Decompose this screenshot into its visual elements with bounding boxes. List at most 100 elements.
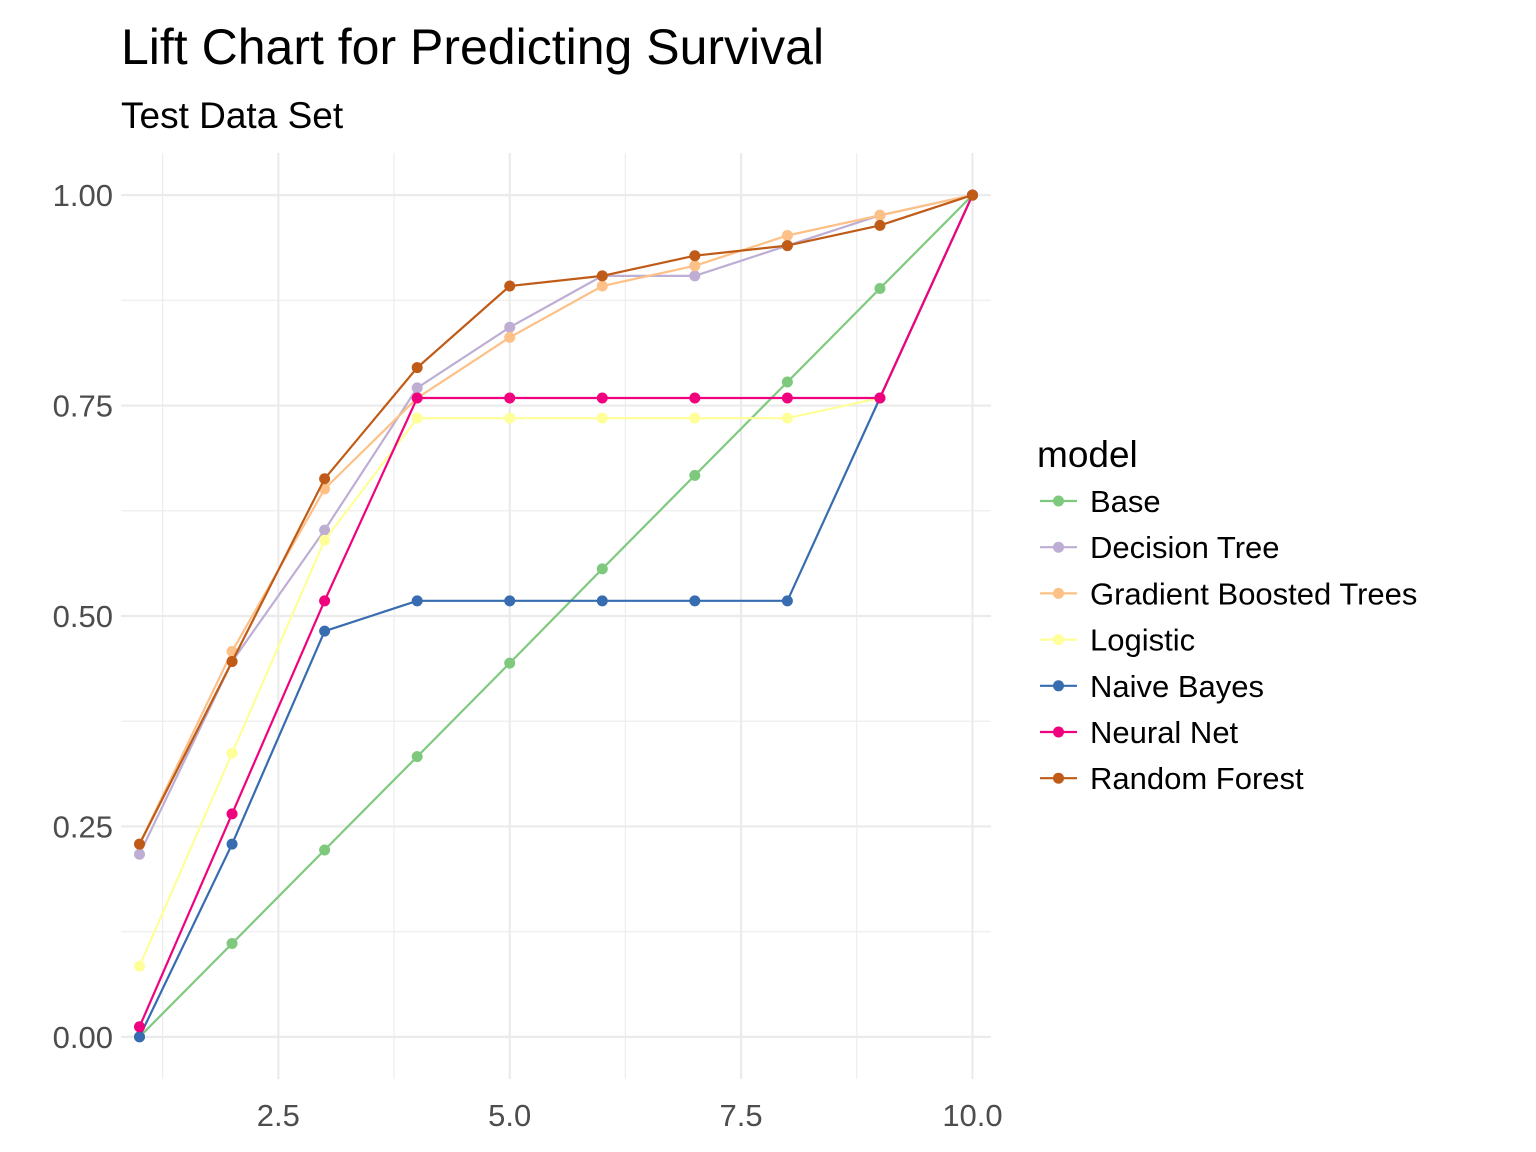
legend-key-point [1053,634,1064,646]
data-point-naive-bayes [781,595,793,607]
data-point-logistic [596,412,608,424]
data-point-naive-bayes [134,1031,146,1043]
data-point-naive-bayes [504,595,516,607]
data-point-neural-net [781,392,793,404]
legend-label: Decision Tree [1090,530,1280,565]
y-tick-label: 1.00 [53,178,113,213]
data-point-decision-tree [504,321,516,333]
data-point-naive-bayes [689,595,701,607]
legend-item-decision-tree: Decision Tree [1040,530,1280,565]
series-line-neural-net [138,194,974,1028]
series-line-base [138,194,974,1038]
data-point-logistic [226,747,238,759]
legend-key-point [1053,587,1064,599]
chart-subtitle: Test Data Set [121,95,344,136]
data-point-gradient-boosted-trees [596,280,608,292]
data-point-random-forest [504,280,516,292]
data-point-decision-tree [411,382,423,394]
legend-item-logistic: Logistic [1040,623,1195,658]
data-point-naive-bayes [226,838,238,850]
data-point-decision-tree [134,848,146,860]
data-point-decision-tree [319,524,331,536]
data-point-neural-net [596,392,608,404]
data-point-decision-tree [689,270,701,282]
data-point-logistic [781,412,793,424]
data-point-base [504,657,516,669]
data-point-random-forest [411,362,423,374]
x-tick-label: 10.0 [942,1098,1002,1133]
y-tick-label: 0.75 [53,389,113,424]
data-point-naive-bayes [319,625,331,637]
data-point-base [596,563,608,575]
data-point-neural-net [226,808,238,820]
legend-label: Neural Net [1090,715,1239,750]
data-point-neural-net [874,392,886,404]
data-point-random-forest [874,219,886,231]
data-point-base [319,844,331,856]
legend-item-neural-net: Neural Net [1040,715,1239,750]
data-point-gradient-boosted-trees [504,331,516,343]
data-point-logistic [689,412,701,424]
series-lines [134,189,978,1043]
data-point-base [781,376,793,388]
legend-title: model [1037,434,1138,475]
y-tick-label: 0.50 [53,599,113,634]
legend-key-point [1053,541,1064,553]
series-logistic [134,189,978,972]
data-point-random-forest [689,250,701,262]
data-point-gradient-boosted-trees [874,209,886,221]
data-point-random-forest [966,189,978,201]
series-neural-net [134,189,978,1033]
data-point-neural-net [504,392,516,404]
data-point-random-forest [226,655,238,667]
legend-label: Logistic [1090,623,1195,658]
data-point-random-forest [134,838,146,850]
data-point-random-forest [596,270,608,282]
legend-item-random-forest: Random Forest [1040,761,1304,796]
series-line-logistic [138,194,974,967]
legend: model Base Decision Tree Gradient Boosted T… [1037,434,1417,796]
chart-title: Lift Chart for Predicting Survival [121,19,825,75]
legend-key-point [1053,495,1064,507]
data-point-naive-bayes [596,595,608,607]
data-point-neural-net [134,1021,146,1033]
data-point-naive-bayes [411,595,423,607]
data-point-neural-net [689,392,701,404]
legend-label: Naive Bayes [1090,669,1264,704]
y-tick-label: 0.00 [53,1020,113,1055]
data-point-base [226,937,238,949]
data-point-neural-net [411,392,423,404]
x-axis-tick-labels: 2.5 5.0 7.5 10.0 [257,1098,1003,1133]
data-point-logistic [504,412,516,424]
data-point-base [411,751,423,763]
x-tick-label: 5.0 [488,1098,531,1133]
legend-item-gradient-boosted-trees: Gradient Boosted Trees [1040,576,1417,611]
data-point-logistic [134,960,146,972]
series-line-decision-tree [138,194,973,855]
series-decision-tree [134,189,978,860]
y-axis-tick-labels: 0.00 0.25 0.50 0.75 1.00 [53,178,113,1055]
data-point-logistic [411,412,423,424]
x-tick-label: 2.5 [257,1098,300,1133]
series-line-naive-bayes [138,194,974,1038]
legend-item-naive-bayes: Naive Bayes [1040,669,1264,704]
series-line-gradient-boosted-trees [138,194,973,845]
data-point-base [689,469,701,481]
legend-key-point [1053,772,1064,784]
data-point-gradient-boosted-trees [781,229,793,241]
data-point-logistic [319,534,331,546]
series-line-random-forest [138,194,973,845]
data-point-neural-net [319,595,331,607]
data-point-base [874,283,886,295]
y-tick-label: 0.25 [53,809,113,844]
legend-key-point [1053,726,1064,738]
series-random-forest [134,189,978,850]
legend-label: Random Forest [1090,761,1304,796]
legend-label: Base [1090,484,1161,519]
legend-item-base: Base [1040,484,1161,519]
legend-key-point [1053,680,1064,692]
legend-label: Gradient Boosted Trees [1090,576,1417,611]
data-point-random-forest [319,473,331,485]
x-tick-label: 7.5 [720,1098,763,1133]
